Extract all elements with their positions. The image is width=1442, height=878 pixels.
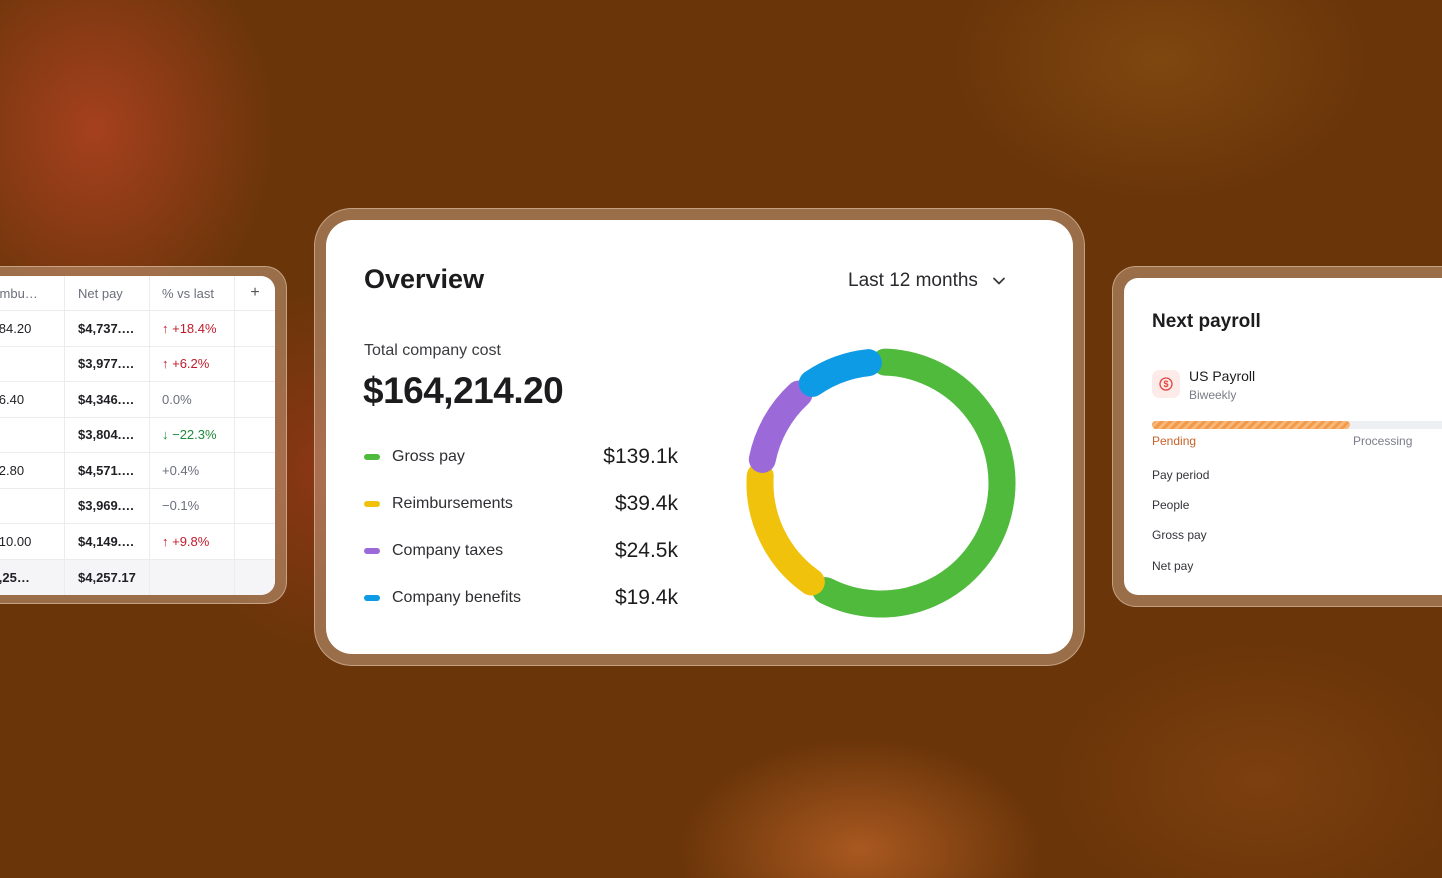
empty-cell [235,453,275,488]
column-header-net-pay[interactable]: Net pay [65,276,150,310]
legend-label: Company benefits [392,589,521,606]
legend-item: Company taxes $24.5k [364,536,678,566]
net-pay-cell: $3,804.… [65,417,150,452]
total-company-cost-label: Total company cost [364,342,501,359]
table-header-row: Reimbu… Net pay % vs last + [0,276,275,311]
field-gross-pay: Gross pay [1152,528,1207,542]
change-cell: +0.4% [150,453,235,488]
column-header-reimbursements[interactable]: Reimbu… [0,276,65,310]
field-net-pay: Net pay [1152,559,1194,573]
donut-slice-company-taxes[interactable] [748,380,813,473]
stage-processing-label: Processing [1353,434,1413,448]
legend-item: Reimbursements $39.4k [364,489,678,519]
column-header-percent-vs-last[interactable]: % vs last [150,276,235,310]
empty-cell [235,418,275,453]
table-row[interactable]: -$210.00$4,149.…↑ +9.8% [0,524,275,560]
next-payroll-card: Next payroll $ US Payroll Biweekly Pendi… [1124,278,1442,595]
dollar-coin-icon: $ [1152,370,1180,398]
overview-card: Overview Last 12 months Total company co… [326,220,1073,654]
next-payroll-title: Next payroll [1152,311,1261,332]
total-net-pay: $4,257.17 [65,559,150,595]
donut-slice-company-benefits[interactable] [798,349,882,397]
total-reimbursements: -$4,25… [0,559,65,595]
net-pay-cell: $3,977.… [65,346,150,381]
legend-value: $139.1k [603,445,678,468]
legend-value: $39.4k [614,492,678,515]
table-body: -$184.20$4,737.…↑ +18.4%$3,977.…↑ +6.2%-… [0,311,275,560]
legend-swatch [364,548,380,554]
payroll-frequency: Biweekly [1189,388,1237,402]
svg-text:$: $ [1163,379,1168,389]
legend-label: Gross pay [392,448,465,465]
change-cell: −0.1% [150,488,235,523]
field-people: People [1152,498,1190,512]
total-company-cost-value: $164,214.20 [363,370,564,411]
chevron-down-icon [993,277,1005,285]
change-cell: 0.0% [150,382,235,417]
empty-cell [235,311,275,346]
empty-cell [235,382,275,417]
reimbursement-cell [0,346,65,381]
change-cell: ↓ −22.3% [150,417,235,452]
range-dropdown[interactable]: Last 12 months [848,270,1006,292]
legend-swatch [364,595,380,601]
change-cell: ↑ +6.2% [150,346,235,381]
payroll-table: Reimbu… Net pay % vs last + -$184.20$4,7… [0,276,275,595]
table-row[interactable]: -$96.40$4,346.…0.0% [0,382,275,418]
total-empty [235,560,275,596]
reimbursement-cell [0,488,65,523]
net-pay-cell: $4,149.… [65,524,150,559]
table-row[interactable]: $3,804.… ↓ −22.3% [0,417,275,453]
total-change [150,559,235,595]
legend-value: $24.5k [614,539,678,562]
table-total-row: -$4,25… $4,257.17 [0,559,275,596]
payroll-name[interactable]: US Payroll [1189,368,1256,384]
reimbursement-cell: -$210.00 [0,524,65,559]
empty-cell [235,347,275,382]
table-row[interactable]: -$184.20$4,737.…↑ +18.4% [0,311,275,347]
legend-item: Gross pay $139.1k [364,442,678,472]
legend-swatch [364,454,380,460]
change-cell: ↑ +18.4% [150,311,235,346]
legend-swatch [364,501,380,507]
stage-pending-label: Pending [1152,434,1197,448]
table-row[interactable]: -$52.80$4,571.…+0.4% [0,453,275,489]
cost-donut-chart [746,348,1016,618]
net-pay-cell: $4,346.… [65,382,150,417]
overview-title: Overview [364,264,485,294]
payroll-progress-bar [1152,421,1442,429]
reimbursement-cell: -$96.40 [0,382,65,417]
payroll-table-card: Reimbu… Net pay % vs last + -$184.20$4,7… [0,276,275,595]
empty-cell [235,489,275,524]
table-row[interactable]: $3,977.… ↑ +6.2% [0,346,275,382]
range-dropdown-label: Last 12 months [848,270,978,291]
net-pay-cell: $3,969.… [65,488,150,523]
add-column-button[interactable]: + [250,284,260,301]
reimbursement-cell: -$184.20 [0,311,65,346]
reimbursement-cell [0,417,65,452]
legend-value: $19.4k [614,586,678,609]
legend-label: Reimbursements [392,495,513,512]
field-pay-period: Pay period [1152,468,1210,482]
net-pay-cell: $4,571.… [65,453,150,488]
reimbursement-cell: -$52.80 [0,453,65,488]
donut-slice-reimbursements[interactable] [746,462,825,596]
table-row[interactable]: $3,969.… −0.1% [0,488,275,524]
donut-slice-gross-pay[interactable] [812,348,1016,618]
empty-cell [235,524,275,559]
payroll-progress-fill [1152,421,1351,429]
legend-label: Company taxes [392,542,504,559]
legend-item: Company benefits $19.4k [364,583,678,613]
change-cell: ↑ +9.8% [150,524,235,559]
net-pay-cell: $4,737.… [65,311,150,346]
